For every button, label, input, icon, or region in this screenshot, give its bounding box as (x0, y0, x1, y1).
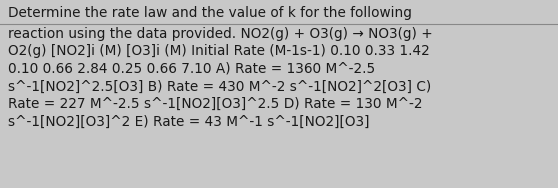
Text: reaction using the data provided. NO2(g) + O3(g) → NO3(g) +
O2(g) [NO2]i (M) [O3: reaction using the data provided. NO2(g)… (8, 27, 432, 128)
Text: Determine the rate law and the value of k for the following: Determine the rate law and the value of … (8, 6, 412, 20)
